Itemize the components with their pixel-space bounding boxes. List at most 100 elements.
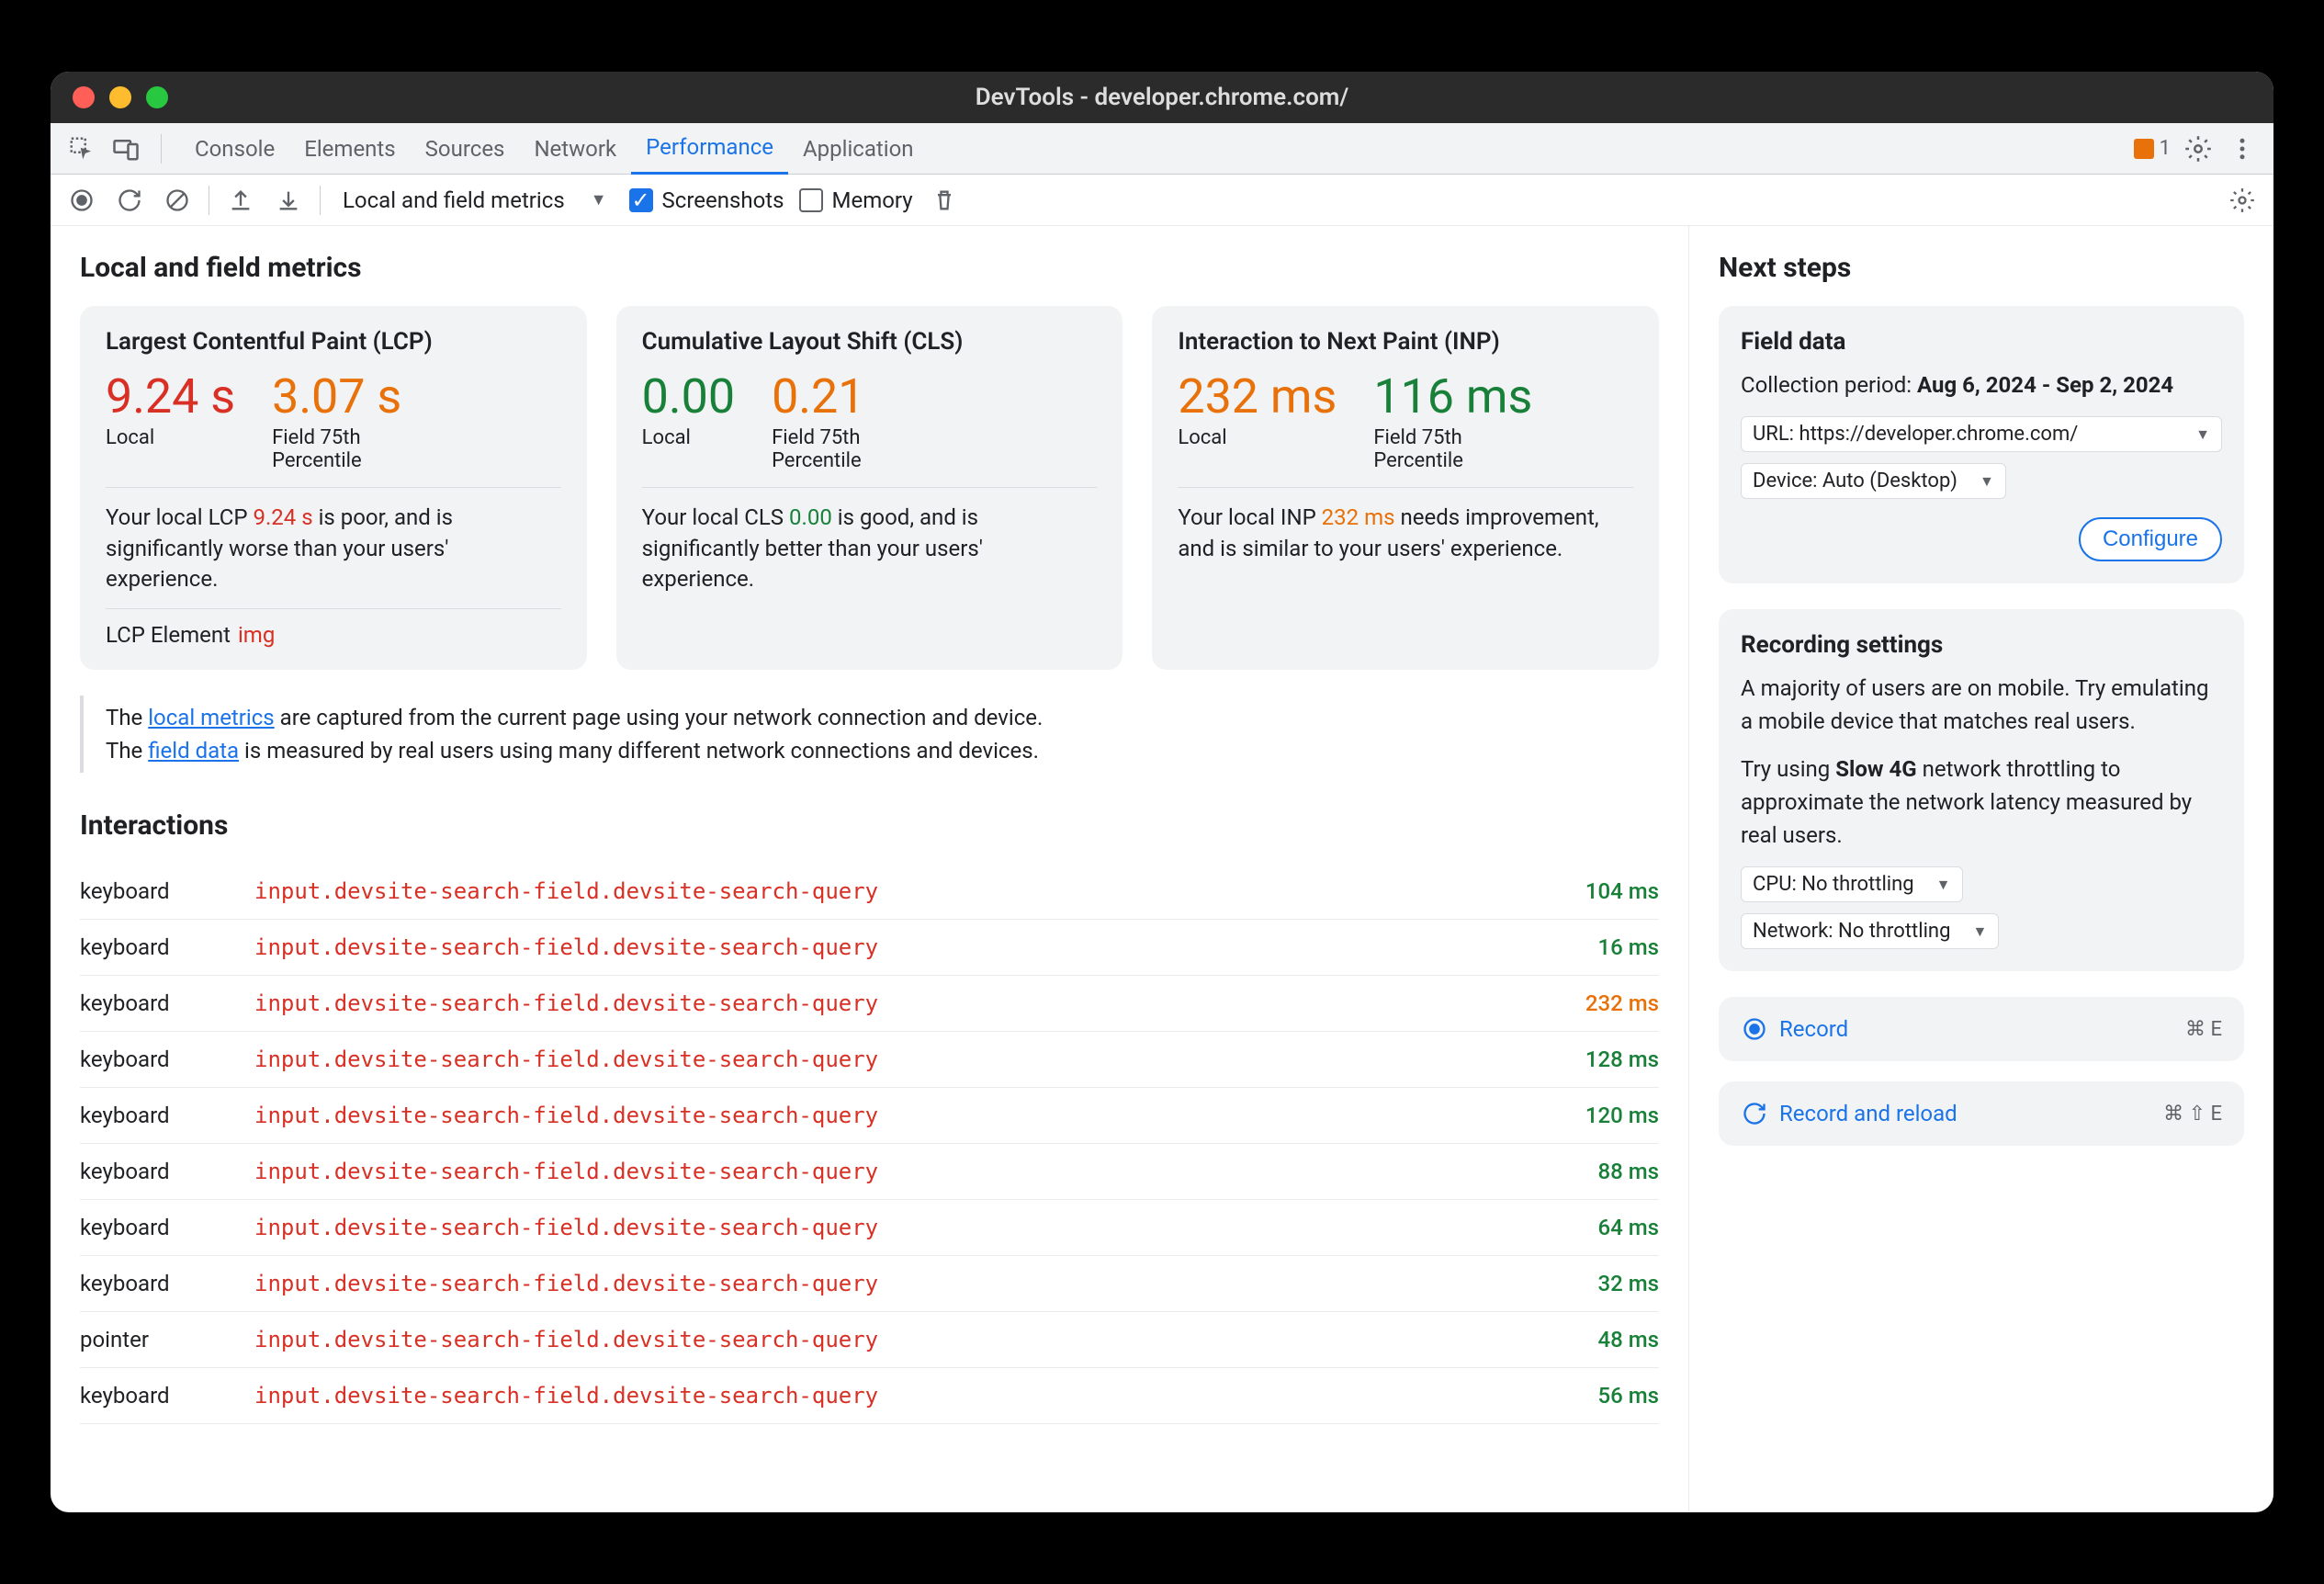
garbage-collect-icon[interactable] — [928, 184, 961, 217]
metric-field-label: Field 75th — [772, 426, 864, 449]
interaction-target: input.devsite-search-field.devsite-searc… — [254, 878, 1585, 904]
memory-label: Memory — [832, 187, 913, 213]
upload-icon[interactable] — [224, 184, 257, 217]
interaction-target: input.devsite-search-field.devsite-searc… — [254, 1047, 1585, 1072]
recording-text-1: A majority of users are on mobile. Try e… — [1741, 672, 2222, 738]
record-label: Record — [1779, 1016, 1848, 1042]
recording-settings-panel: Recording settings A majority of users a… — [1719, 609, 2244, 971]
chevron-down-icon: ▼ — [591, 190, 607, 209]
local-metrics-link[interactable]: local metrics — [148, 705, 274, 730]
recording-title: Recording settings — [1741, 631, 2222, 659]
metric-message: Your local INP 232 ms needs improvement,… — [1178, 503, 1633, 564]
record-icon[interactable] — [65, 184, 98, 217]
reload-icon[interactable] — [113, 184, 146, 217]
clear-icon[interactable] — [161, 184, 194, 217]
tab-network[interactable]: Network — [519, 123, 631, 175]
interaction-target: input.devsite-search-field.devsite-searc… — [254, 1271, 1597, 1296]
checkbox-icon — [799, 188, 823, 212]
chevron-down-icon: ▼ — [2195, 425, 2210, 444]
performance-toolbar: Local and field metrics ▼ ✓ Screenshots … — [51, 175, 2273, 226]
close-window-button[interactable] — [73, 86, 95, 108]
lcp-element-row[interactable]: LCP Element img — [106, 608, 561, 648]
download-icon[interactable] — [272, 184, 305, 217]
interaction-row[interactable]: keyboard input.devsite-search-field.devs… — [80, 976, 1659, 1032]
interaction-target: input.devsite-search-field.devsite-searc… — [254, 990, 1585, 1016]
interaction-row[interactable]: keyboard input.devsite-search-field.devs… — [80, 1200, 1659, 1256]
note-text: is measured by real users using many dif… — [239, 738, 1039, 764]
interaction-target: input.devsite-search-field.devsite-searc… — [254, 1327, 1597, 1352]
interaction-type: pointer — [80, 1327, 254, 1352]
reload-icon — [1741, 1100, 1768, 1127]
interaction-row[interactable]: keyboard input.devsite-search-field.devs… — [80, 920, 1659, 976]
interaction-time: 88 ms — [1597, 1159, 1659, 1184]
interaction-type: keyboard — [80, 1215, 254, 1240]
recording-text-2-pre: Try using — [1741, 756, 1835, 782]
panel-settings-icon[interactable] — [2226, 184, 2259, 217]
metric-card: Cumulative Layout Shift (CLS) 0.00 Local… — [616, 306, 1123, 670]
interaction-time: 48 ms — [1597, 1327, 1659, 1352]
metric-field-label: Field 75th — [272, 426, 401, 449]
lcp-element-tag: img — [238, 622, 275, 648]
interaction-time: 128 ms — [1585, 1047, 1659, 1072]
note-text: The — [106, 705, 148, 730]
tab-elements[interactable]: Elements — [289, 123, 410, 175]
inspect-element-icon[interactable] — [65, 132, 98, 165]
more-menu-icon[interactable] — [2226, 132, 2259, 165]
field-data-title: Field data — [1741, 328, 2222, 356]
record-shortcut: ⌘ E — [2185, 1018, 2222, 1041]
interaction-target: input.devsite-search-field.devsite-searc… — [254, 1383, 1597, 1409]
screenshots-checkbox[interactable]: ✓ Screenshots — [629, 187, 784, 213]
tab-sources[interactable]: Sources — [411, 123, 520, 175]
metric-title: Interaction to Next Paint (INP) — [1178, 328, 1633, 356]
network-throttle-select[interactable]: Network: No throttling ▼ — [1741, 913, 1999, 949]
tab-console[interactable]: Console — [180, 123, 289, 175]
record-reload-action[interactable]: Record and reload ⌘ ⇧ E — [1719, 1081, 2244, 1146]
window-title: DevTools - developer.chrome.com/ — [976, 84, 1349, 111]
record-action[interactable]: Record ⌘ E — [1719, 997, 2244, 1061]
maximize-window-button[interactable] — [146, 86, 168, 108]
note-text: The — [106, 738, 148, 764]
minimize-window-button[interactable] — [109, 86, 131, 108]
interaction-row[interactable]: keyboard input.devsite-search-field.devs… — [80, 1088, 1659, 1144]
panel-tabs: ConsoleElementsSourcesNetworkPerformance… — [51, 123, 2273, 175]
field-data-link[interactable]: field data — [148, 738, 239, 764]
issues-badge[interactable]: 1 — [2134, 137, 2171, 160]
interaction-row[interactable]: keyboard input.devsite-search-field.devs… — [80, 1144, 1659, 1200]
titlebar: DevTools - developer.chrome.com/ — [51, 72, 2273, 123]
metrics-view-select[interactable]: Local and field metrics ▼ — [335, 187, 615, 213]
tab-application[interactable]: Application — [788, 123, 929, 175]
settings-icon[interactable] — [2182, 132, 2215, 165]
side-panel: Next steps Field data Collection period:… — [1689, 226, 2273, 1512]
window-controls — [73, 86, 168, 108]
chevron-down-icon: ▼ — [1972, 922, 1987, 941]
interaction-type: keyboard — [80, 1103, 254, 1128]
lcp-element-label: LCP Element — [106, 622, 231, 648]
cpu-throttle-value: CPU: No throttling — [1753, 873, 1914, 896]
memory-checkbox[interactable]: Memory — [799, 187, 913, 213]
interaction-time: 56 ms — [1597, 1383, 1659, 1409]
url-select[interactable]: URL: https://developer.chrome.com/ ▼ — [1741, 416, 2222, 452]
interactions-list: keyboard input.devsite-search-field.devs… — [80, 864, 1659, 1424]
configure-button[interactable]: Configure — [2079, 517, 2222, 561]
interaction-row[interactable]: keyboard input.devsite-search-field.devs… — [80, 864, 1659, 920]
interaction-time: 232 ms — [1585, 990, 1659, 1016]
divider — [320, 186, 321, 215]
recording-text-2-bold: Slow 4G — [1835, 756, 1916, 782]
device-toolbar-icon[interactable] — [109, 132, 142, 165]
side-heading: Next steps — [1719, 252, 2244, 284]
interaction-row[interactable]: keyboard input.devsite-search-field.devs… — [80, 1256, 1659, 1312]
device-select-value: Device: Auto (Desktop) — [1753, 470, 1957, 492]
metric-local-value: 9.24 s — [106, 370, 235, 423]
interaction-row[interactable]: keyboard input.devsite-search-field.devs… — [80, 1032, 1659, 1088]
metric-title: Cumulative Layout Shift (CLS) — [642, 328, 1098, 356]
tab-performance[interactable]: Performance — [631, 123, 788, 175]
cpu-throttle-select[interactable]: CPU: No throttling ▼ — [1741, 866, 1963, 902]
interaction-row[interactable]: keyboard input.devsite-search-field.devs… — [80, 1368, 1659, 1424]
metric-field-sublabel: Percentile — [272, 449, 401, 472]
metric-local-label: Local — [106, 426, 235, 449]
interaction-row[interactable]: pointer input.devsite-search-field.devsi… — [80, 1312, 1659, 1368]
metric-field-label: Field 75th — [1373, 426, 1532, 449]
device-select[interactable]: Device: Auto (Desktop) ▼ — [1741, 463, 2006, 499]
interactions-heading: Interactions — [80, 809, 1659, 842]
issues-icon — [2134, 139, 2154, 159]
